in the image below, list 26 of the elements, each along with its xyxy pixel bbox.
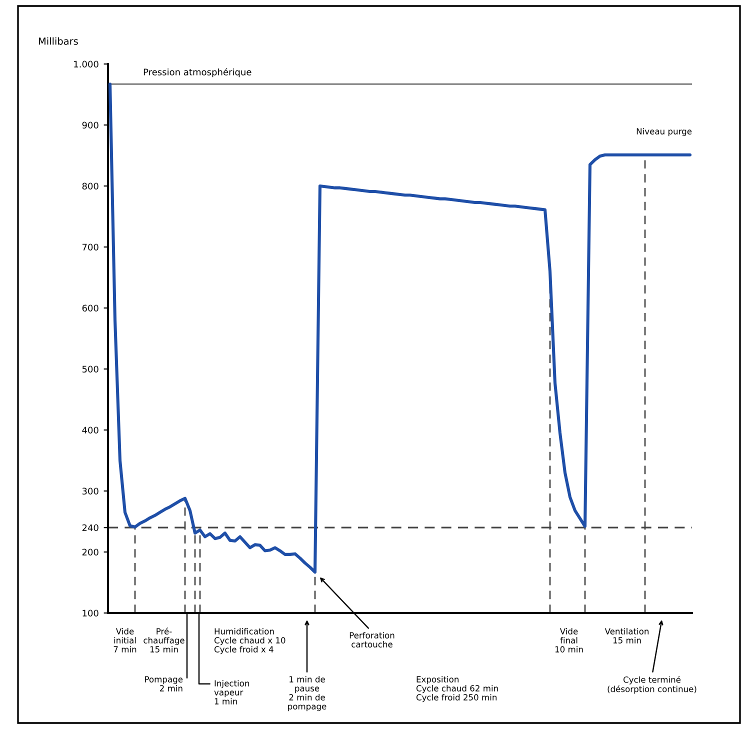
ref-line-label: Pression atmosphérique <box>144 68 252 78</box>
y-tick-label: 300 <box>82 488 98 495</box>
y-tick-label: 700 <box>82 244 98 251</box>
y-axis-title: Millibars <box>38 37 78 45</box>
y-tick-label: 500 <box>82 366 98 373</box>
y-tick-label: 800 <box>82 182 98 190</box>
text: Cycle terminé (désorption continue) <box>608 676 696 694</box>
y-tick-label: 100 <box>82 610 98 617</box>
y-tick-label: 400 <box>82 426 98 434</box>
text: Exposition Cycle chaud 62 min Cycle froid 250 min <box>416 676 498 702</box>
text: Pompage 2 min <box>145 676 183 692</box>
y-tick-label: 200 <box>82 548 98 556</box>
text: Ventilation 15 min <box>604 628 649 644</box>
line-series <box>108 82 692 574</box>
text: Humidification Cycle chaud x 10 Cycle froid x 4 <box>214 628 286 654</box>
text: Pré- chauffage 15 min <box>144 628 184 652</box>
y-tick-label: 600 <box>82 304 98 312</box>
y-tick-label: 900 <box>82 122 98 129</box>
text: Vide initial 7 min <box>114 628 136 652</box>
annotation: Niveau purge <box>636 128 692 136</box>
text: Injection vapeur 1 min <box>214 680 250 704</box>
text: Perforation cartouche <box>350 632 394 648</box>
y-tick-label: 1.000 <box>74 60 98 68</box>
text: 1 min de pause 2 min de pompage <box>288 676 326 712</box>
y-tick-label: 240 <box>82 524 98 532</box>
text: Vide final 10 min <box>555 628 583 652</box>
